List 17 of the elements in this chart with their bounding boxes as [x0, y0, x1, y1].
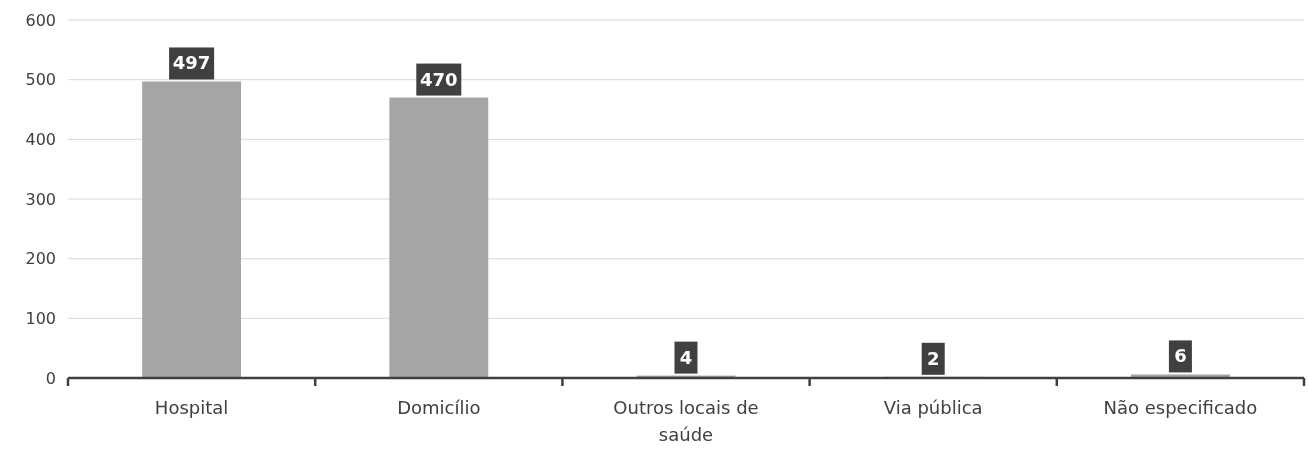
y-tick-label: 300	[25, 189, 56, 209]
data-label: 4	[679, 346, 693, 368]
x-tick-label: Via pública	[883, 397, 983, 418]
y-tick-label: 200	[25, 249, 56, 269]
data-label: 470	[420, 68, 458, 90]
data-label: 497	[172, 52, 211, 74]
y-tick-label: 100	[25, 308, 56, 328]
x-tick-label: Domicílio	[397, 397, 481, 418]
x-tick-label: Hospital	[154, 397, 229, 418]
y-tick-label: 400	[25, 129, 56, 149]
x-tick-label: Não especificado	[1103, 397, 1258, 418]
y-tick-label: 600	[25, 10, 56, 30]
data-label: 2	[926, 347, 940, 369]
y-tick-label: 0	[45, 368, 56, 388]
y-tick-label: 500	[25, 70, 56, 90]
data-label: 6	[1174, 345, 1187, 367]
x-tick-label: Outros locais de saúde	[613, 397, 759, 445]
